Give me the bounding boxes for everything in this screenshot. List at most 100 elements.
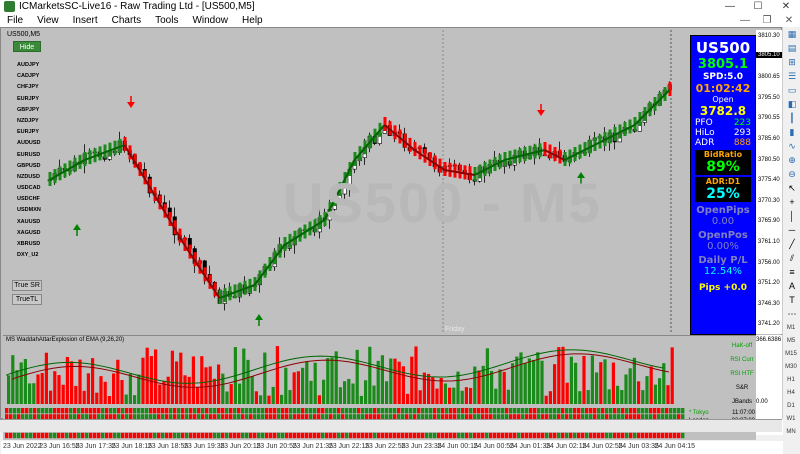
chart-window: US500 - M5 Friday US500,M5 Hide AUDJPY CA…	[0, 27, 783, 454]
mdi-close-icon[interactable]: ✕	[784, 14, 794, 26]
menu-file[interactable]: File	[7, 14, 24, 26]
true-tl-button[interactable]: TrueTL	[12, 294, 42, 305]
pair-button[interactable]: DXY_U2	[17, 252, 39, 259]
s-r-button[interactable]: S&R	[735, 385, 749, 391]
timeframe-m1[interactable]: M1	[786, 325, 796, 331]
menu-help[interactable]: Help	[242, 14, 263, 26]
price-tick: 3761.10	[758, 239, 780, 245]
time-tick: 24 Jun 02:55	[582, 443, 623, 450]
maximize-button[interactable]: ☐	[753, 1, 763, 12]
pair-button[interactable]: GBPUSD	[17, 162, 41, 169]
market-watch-icon[interactable]: ⊞	[788, 57, 796, 67]
candle-chart-icon[interactable]: ▮	[789, 127, 795, 137]
panel-spread: SPD:5.0	[702, 72, 744, 82]
true-sr-button[interactable]: True SR	[12, 280, 42, 291]
mdi-minimize-icon[interactable]: —	[740, 14, 750, 26]
openpos-label: OpenPos	[698, 230, 748, 241]
menu-window[interactable]: Window	[192, 14, 229, 26]
waddah-attar-subwindow[interactable]: MS WaddahAttarExplosion of EMA (9,26,20)…	[3, 335, 756, 407]
timeframe-list: M1 M5 M15 M30 H1 H4 D1 W1 MN	[783, 322, 800, 439]
channel-icon[interactable]: ⫽	[789, 253, 794, 263]
price-chart[interactable]: US500 - M5 Friday US500,M5 Hide AUDJPY CA…	[3, 30, 756, 335]
time-tick: 23 Jun 2022	[3, 443, 42, 450]
adrd1-box: ADR:D1 25%	[695, 177, 751, 202]
pair-button[interactable]: USDMXN	[17, 207, 41, 214]
minimize-button[interactable]: —	[725, 1, 735, 12]
timeframe-w1[interactable]: W1	[786, 416, 796, 422]
app-icon	[4, 1, 15, 12]
time-tick: 23 Jun 22:55	[365, 443, 406, 450]
vertical-line-icon[interactable]: │	[789, 211, 795, 221]
strategy-tester-icon[interactable]: ◧	[787, 99, 797, 109]
line-chart-icon[interactable]: ∿	[788, 141, 796, 151]
symbol-watermark: US500 - M5	[283, 171, 602, 234]
zoom-in-icon[interactable]: ⊕	[788, 155, 796, 165]
timeframe-d1[interactable]: D1	[787, 403, 795, 409]
rsi-curr-button[interactable]: RSI Curr	[730, 357, 754, 363]
pair-button[interactable]: NZDJPY	[17, 117, 39, 124]
pair-button[interactable]: USDCHF	[17, 196, 40, 203]
pair-button[interactable]: NZDUSD	[17, 173, 40, 180]
menu-view[interactable]: View	[37, 14, 59, 26]
time-tick: 24 Jun 04:15	[654, 443, 696, 450]
timeframe-m5[interactable]: M5	[786, 338, 796, 344]
timeframe-mn[interactable]: MN	[786, 429, 796, 435]
time-tick: 23 Jun 17:35	[75, 443, 116, 450]
fibonacci-icon[interactable]: ≡	[789, 267, 795, 277]
time-tick: 23 Jun 16:55	[39, 443, 80, 450]
menu-tools[interactable]: Tools	[155, 14, 179, 26]
menu-insert[interactable]: Insert	[72, 14, 98, 26]
timeframe-h1[interactable]: H1	[787, 377, 795, 383]
navigator-icon[interactable]: ☰	[787, 71, 797, 81]
new-chart-icon[interactable]: ▦	[787, 29, 797, 39]
pair-button[interactable]: XAUUSD	[17, 218, 41, 225]
price-tick: 3810.30	[758, 33, 780, 39]
rsi-htf-button[interactable]: RSI HTF	[730, 371, 754, 377]
pair-button[interactable]: EURJPY	[17, 129, 40, 136]
time-tick: 24 Jun 01:35	[509, 443, 551, 450]
timeframe-m15[interactable]: M15	[785, 351, 797, 357]
price-tick: 3756.00	[758, 259, 780, 266]
indicator-buttons: HaK-off RSI Curr RSI HTF S&R JBands	[725, 340, 759, 410]
pair-button[interactable]: AUDJPY	[17, 62, 40, 68]
hak-off-button[interactable]: HaK-off	[731, 343, 753, 349]
terminal-icon[interactable]: ▭	[787, 85, 797, 95]
pair-button[interactable]: AUDUSD	[17, 140, 41, 147]
panel-open-value: 3782.8	[699, 104, 747, 118]
panel-open-label: Open	[712, 95, 734, 104]
panel-price: 3805.1	[697, 57, 749, 72]
profiles-icon[interactable]: ▤	[787, 43, 797, 53]
timeframe-m30[interactable]: M30	[785, 364, 797, 370]
mdi-restore-icon[interactable]: ❐	[762, 14, 772, 26]
trendline-icon[interactable]: ╱	[789, 239, 795, 249]
time-axis: 23 Jun 2022 23 Jun 16:55 23 Jun 17:35 23 Ju…	[1, 441, 783, 454]
pair-button[interactable]: GBPJPY	[17, 106, 40, 113]
pair-button[interactable]: EURUSD	[17, 151, 41, 158]
zoom-out-icon[interactable]: ⊖	[788, 169, 796, 179]
time-tick: 23 Jun 19:35	[184, 443, 225, 450]
price-tick: 3746.30	[758, 300, 780, 307]
time-tick: 24 Jun 00:55	[473, 443, 515, 450]
bar-chart-icon[interactable]: ┃	[789, 113, 795, 123]
pair-button[interactable]: CHFJPY	[17, 84, 39, 91]
pair-list: AUDJPY CADJPY CHFJPY EURJPY GBPJPY NZDJPY EURJ…	[14, 60, 44, 261]
close-button[interactable]: ✕	[781, 1, 791, 12]
pair-button[interactable]: XAGUSD	[17, 229, 41, 236]
jbands-button[interactable]: JBands	[731, 399, 752, 405]
price-tick: 3795.50	[758, 94, 780, 101]
shapes-icon[interactable]: ⋯	[787, 309, 797, 319]
crosshair-icon[interactable]: +	[789, 197, 795, 207]
cursor-icon[interactable]: ↖	[788, 183, 796, 193]
text-icon[interactable]: A	[788, 281, 795, 291]
horizontal-line-icon[interactable]: ─	[788, 225, 796, 235]
timeframe-h4[interactable]: H4	[787, 390, 795, 396]
pair-button[interactable]: EURJPY	[17, 95, 40, 102]
pair-button[interactable]: XBRUSD	[17, 241, 41, 247]
hide-button[interactable]: Hide	[13, 41, 41, 52]
price-scale[interactable]: 3810.30 3805.10 3800.65 3795.50 3790.55 3785.…	[756, 30, 783, 334]
pair-button[interactable]: CADJPY	[17, 73, 40, 80]
right-toolbar: ▦ ▤ ⊞ ☰ ▭ ◧ ┃ ▮ ∿ ⊕ ⊖ ↖ + │ ─ ╱ ⫽ ≡ A T …	[782, 27, 800, 435]
label-icon[interactable]: T	[789, 295, 795, 305]
pair-button[interactable]: USDCAD	[17, 185, 41, 192]
menu-charts[interactable]: Charts	[111, 14, 142, 26]
